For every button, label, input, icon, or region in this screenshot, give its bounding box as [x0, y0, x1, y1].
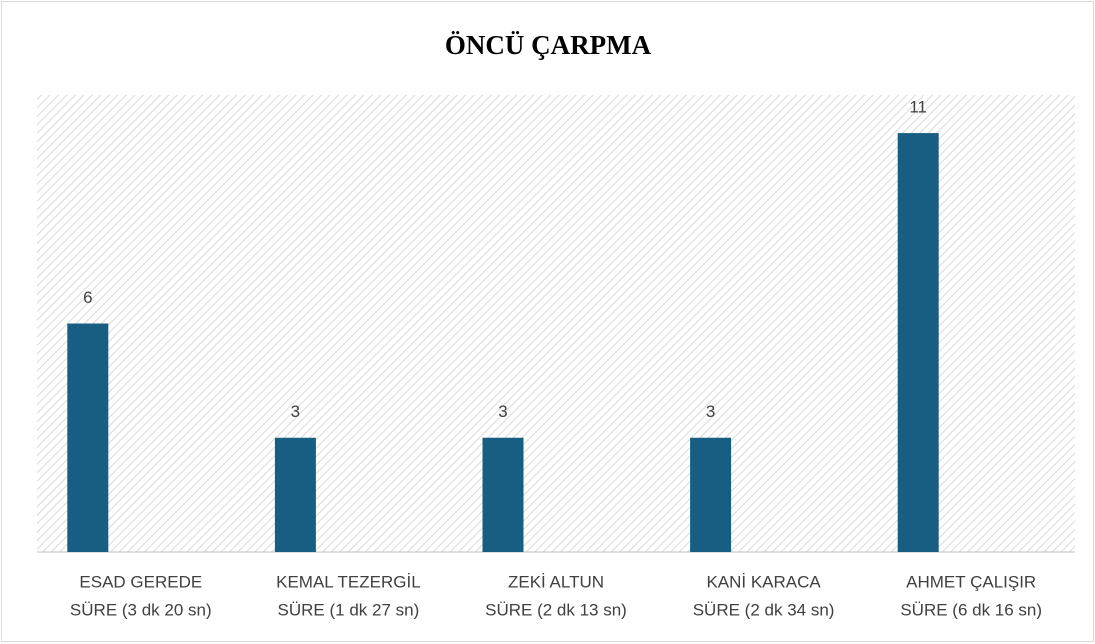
x-tick-label: SÜRE (2 dk 13 sn): [485, 600, 627, 619]
x-tick-label: SÜRE (1 dk 27 sn): [278, 600, 420, 619]
x-tick-label: KEMAL TEZERGİL: [276, 572, 421, 591]
bar: [67, 323, 109, 552]
x-tick-label: KANİ KARACA: [706, 572, 821, 591]
bar: [897, 133, 939, 553]
x-tick-label: ZEKİ ALTUN: [508, 572, 604, 591]
bar: [482, 437, 524, 552]
x-tick-label: AHMET ÇALIŞIR: [906, 572, 1036, 591]
chart-title: ÖNCÜ ÇARPMA: [445, 30, 652, 60]
data-label: 11: [909, 98, 927, 117]
data-label: 3: [498, 402, 507, 421]
data-label: 3: [291, 402, 300, 421]
x-tick-label: SÜRE (3 dk 20 sn): [70, 600, 212, 619]
x-tick-label: ESAD GEREDE: [79, 572, 202, 591]
x-tick-label: SÜRE (2 dk 34 sn): [693, 600, 835, 619]
bar: [274, 437, 316, 552]
bar: [690, 437, 732, 552]
data-label: 3: [706, 402, 715, 421]
x-tick-label: SÜRE (6 dk 16 sn): [900, 600, 1042, 619]
data-label: 6: [83, 288, 92, 307]
